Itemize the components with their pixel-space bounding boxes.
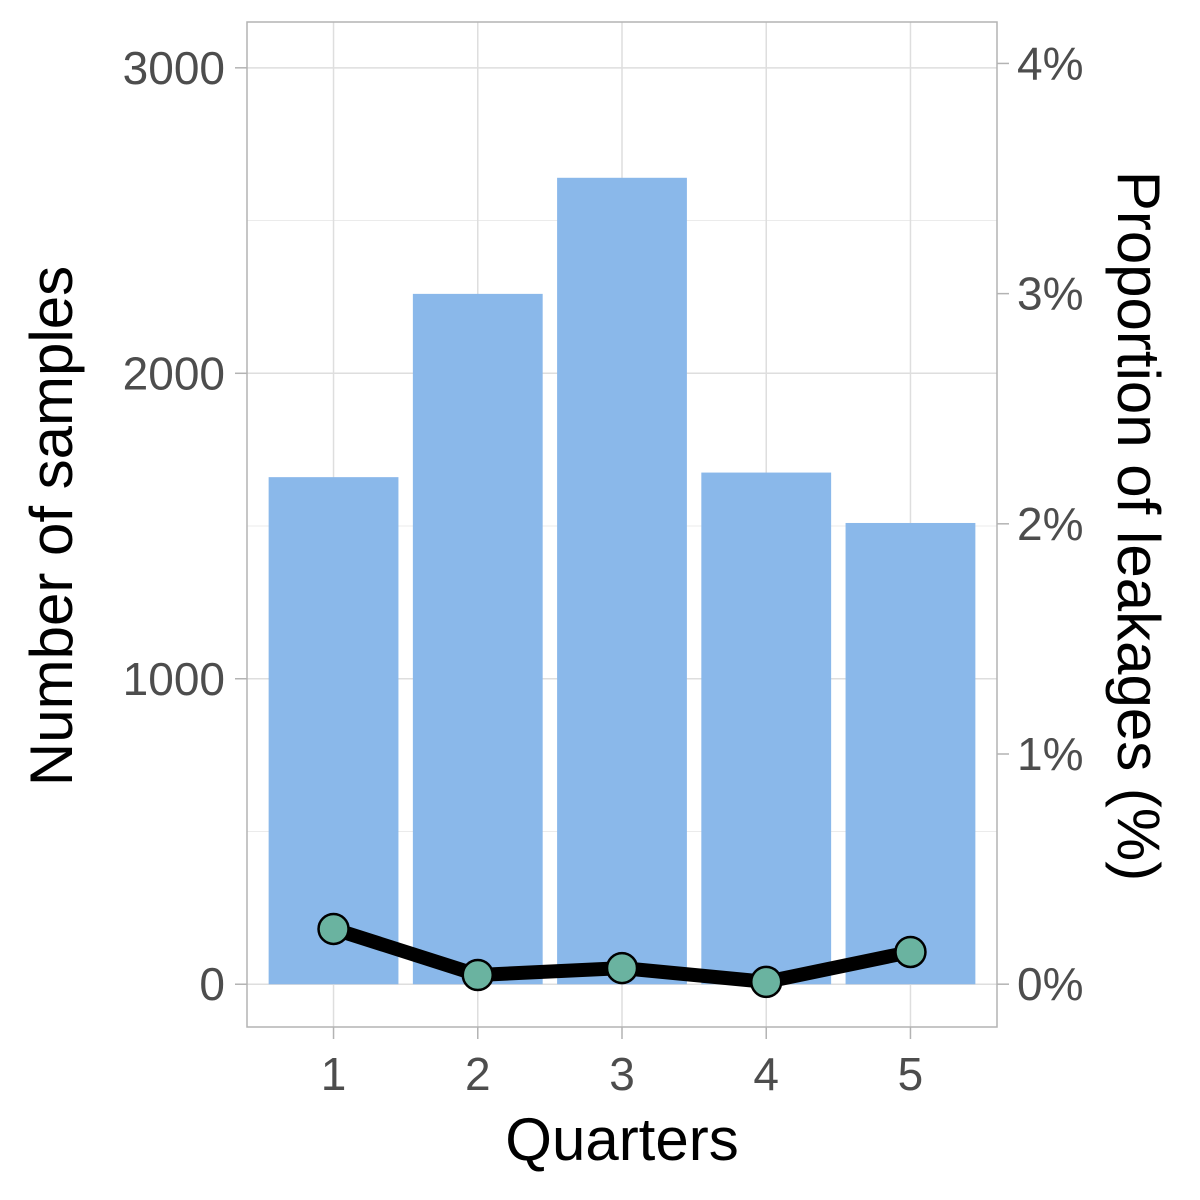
bar-series	[268, 177, 976, 985]
y-right-tick-label: 3%	[1017, 268, 1083, 320]
x-tick-label: 2	[465, 1048, 491, 1100]
bar	[701, 472, 832, 985]
x-tick-label: 5	[898, 1048, 924, 1100]
y-right-tick-label: 4%	[1017, 37, 1083, 89]
bar	[845, 522, 976, 985]
y-tick-label: 3000	[123, 42, 225, 94]
y-axis-right-title: Proportion of leakages (%)	[1105, 171, 1172, 881]
line-series	[317, 912, 927, 999]
leakage-point	[317, 912, 350, 946]
y-axis-title: Number of samples	[18, 266, 85, 786]
leakage-point	[605, 951, 639, 985]
bar	[557, 177, 687, 985]
y-right-tick-label: 2%	[1017, 498, 1083, 550]
leakage-point	[894, 935, 927, 969]
leakage-point	[749, 965, 783, 999]
y-right-tick-label: 1%	[1017, 728, 1083, 780]
leakage-point	[461, 958, 495, 992]
y-tick-label: 0	[199, 958, 225, 1010]
x-tick-label: 3	[609, 1048, 635, 1100]
x-axis-title: Quarters	[505, 1106, 738, 1173]
bar	[412, 293, 543, 985]
y-right-tick-label: 0%	[1017, 958, 1083, 1010]
axes: 0 1000 2000 3000 0% 1% 2% 3% 4% 1 2 3 4 5	[123, 37, 1084, 1100]
x-tick-label: 4	[753, 1048, 779, 1100]
bar	[268, 477, 399, 985]
x-tick-label: 1	[321, 1048, 347, 1100]
y-tick-label: 1000	[123, 653, 225, 705]
y-tick-label: 2000	[123, 347, 225, 399]
